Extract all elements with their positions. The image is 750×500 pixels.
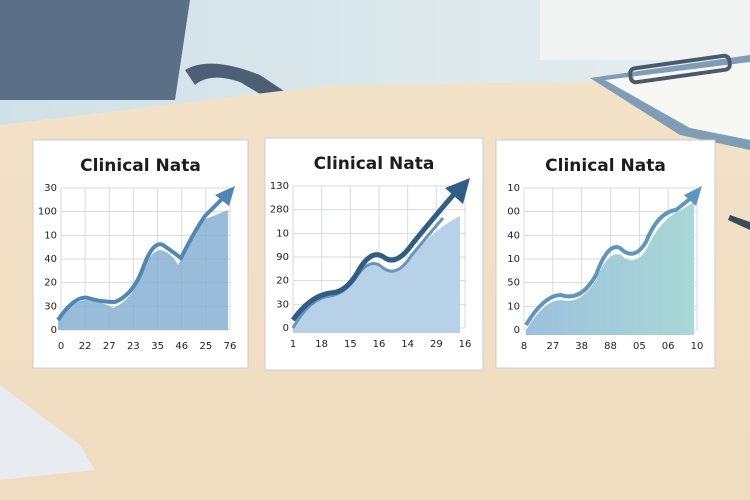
y-label: 10 (44, 230, 57, 241)
x-label: 16 (373, 339, 386, 350)
window (540, 0, 750, 60)
arrow-head (215, 186, 235, 206)
curve (56, 196, 225, 322)
y-label: 10 (276, 228, 289, 239)
card-title: Clinical Nata (545, 156, 666, 176)
card-title: Clinical Nata (80, 156, 201, 176)
x-label: 0 (58, 341, 64, 352)
x-label: 27 (103, 341, 116, 352)
y-label: 0 (514, 325, 520, 336)
y-label: 30 (276, 299, 289, 310)
area (526, 202, 694, 335)
x-label: 27 (546, 341, 559, 352)
x-label: 14 (401, 339, 414, 350)
papers (0, 385, 95, 480)
y-label: 90 (276, 252, 289, 263)
chair (0, 0, 190, 100)
y-label: 40 (507, 230, 520, 241)
y-label: 10 (507, 254, 520, 265)
curve (290, 191, 457, 322)
curve (524, 196, 693, 327)
x-label: 16 (459, 339, 472, 350)
x-label: 23 (127, 341, 140, 352)
y-label: 40 (44, 254, 57, 265)
x-label: 22 (79, 341, 92, 352)
x-label: 1 (290, 339, 296, 350)
arrow-head (445, 178, 470, 204)
y-label: 0 (283, 323, 289, 334)
card-title: Clinical Nata (314, 154, 435, 174)
x-label: 76 (224, 341, 237, 352)
x-label: 46 (175, 341, 188, 352)
pen (728, 215, 750, 230)
card: 76 25 46 35 23 27 22 00 30 20 40 10 100 30 Clinical Na… (32, 139, 249, 369)
x-label: 18 (315, 339, 328, 350)
x-label: 06 (662, 341, 675, 352)
x-label: 35 (151, 341, 164, 352)
curve-light (291, 217, 445, 329)
area (293, 216, 460, 333)
x-label: 15 (344, 339, 357, 350)
x-label: 88 (604, 341, 617, 352)
arrow-head (684, 186, 702, 206)
y-label: 00 (507, 207, 520, 218)
y-label: 100 (38, 207, 57, 218)
y-label: 10 (507, 301, 520, 312)
y-label: 50 (507, 278, 520, 289)
x-label: 05 (633, 341, 646, 352)
clip (628, 53, 732, 85)
card: 16 29 14 16 15 18 10 30 20 90 10 280 130 Clinical Nat… (264, 137, 484, 371)
y-label: 30 (44, 301, 57, 312)
y-label: 20 (44, 278, 57, 289)
y-label: 0 (51, 325, 57, 336)
y-label: 130 (270, 181, 289, 192)
x-label: 25 (199, 341, 212, 352)
y-label: 280 (270, 205, 289, 216)
y-label: 20 (276, 276, 289, 287)
x-label: 29 (430, 339, 443, 350)
x-label: 38 (575, 341, 588, 352)
card: 10 06 05 88 38 27 80 10 50 10 40 00 10 Clinical Nata (495, 139, 716, 369)
chair-arm (185, 63, 290, 100)
x-label: 8 (521, 341, 527, 352)
y-label: 10 (507, 183, 520, 194)
y-label: 30 (44, 183, 57, 194)
x-label: 10 (691, 341, 704, 352)
